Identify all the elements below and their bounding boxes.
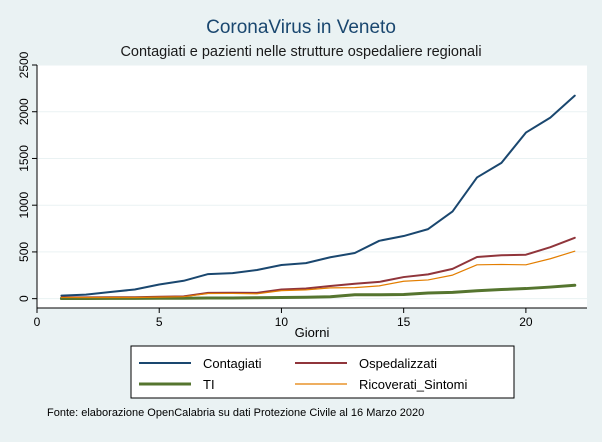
x-tick-label: 20	[519, 315, 533, 329]
legend-label-ospedalizzati: Ospedalizzati	[359, 356, 437, 371]
x-tick-label: 10	[275, 315, 289, 329]
x-tick-label: 15	[397, 315, 411, 329]
axes	[36, 65, 587, 309]
plot-background	[37, 65, 587, 308]
series-line-ricoverati-sintomi	[60, 250, 576, 299]
chart-subtitle: Contagiati e pazienti nelle strutture os…	[120, 44, 481, 60]
series-line-contagiati	[60, 94, 576, 297]
x-axis-label: Giorni	[295, 325, 330, 340]
y-tick-label: 0	[17, 295, 31, 302]
legend: Contagiati Ospedalizzati TI Ricoverati_Sint…	[130, 345, 515, 399]
legend-label-ti: TI	[203, 377, 215, 392]
tick-marks: 0 500 1000 1500 2000 2500 0 5 10 15 20	[17, 51, 533, 329]
y-tick-label: 1500	[17, 145, 31, 172]
series-line-ti	[59, 283, 577, 301]
y-tick-label: 2000	[17, 98, 31, 125]
x-tick-label: 0	[34, 315, 41, 329]
legend-label-contagiati: Contagiati	[203, 356, 262, 371]
legend-label-ricoverati-sintomi: Ricoverati_Sintomi	[359, 377, 467, 392]
chart-title: CoronaVirus in Veneto	[206, 17, 396, 38]
y-tick-label: 500	[17, 242, 31, 262]
legend-box	[130, 345, 515, 399]
source-note: Fonte: elaborazione OpenCalabria su dati…	[47, 407, 424, 419]
y-tick-label: 1000	[17, 192, 31, 219]
series-lines	[59, 94, 577, 301]
x-tick-label: 5	[156, 315, 163, 329]
y-tick-label: 2500	[17, 51, 31, 78]
